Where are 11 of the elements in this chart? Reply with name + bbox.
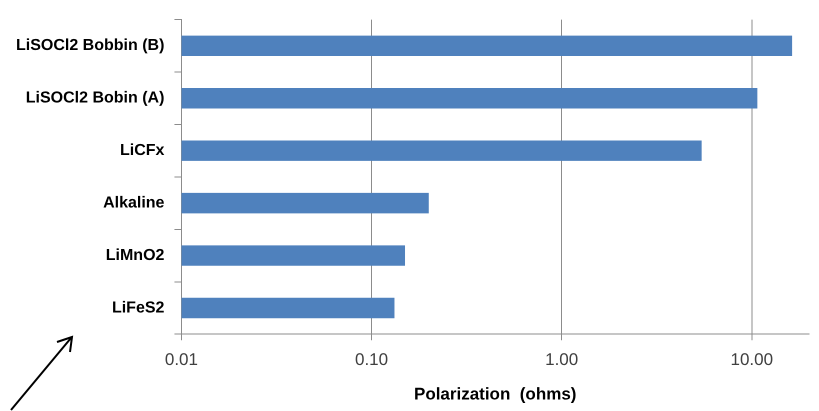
x-axis-title: Polarization (ohms) xyxy=(414,384,576,404)
y-tick-label: LiSOCl2 Bobin (A) xyxy=(26,90,164,107)
y-tick-label: LiSOCl2 Bobbin (B) xyxy=(16,37,164,54)
y-tick-label: Alkaline xyxy=(103,194,165,212)
x-tick-label: 0.10 xyxy=(354,350,388,370)
y-tick-label: LiCFx xyxy=(120,142,165,160)
y-tick-label: LiFeS2 xyxy=(112,299,165,316)
x-tick-label: 0.01 xyxy=(164,350,198,370)
x-tick-label: 1.00 xyxy=(545,350,578,370)
x-tick-label: 10.00 xyxy=(730,350,774,370)
y-tick-label: LiMnO2 xyxy=(106,246,165,264)
